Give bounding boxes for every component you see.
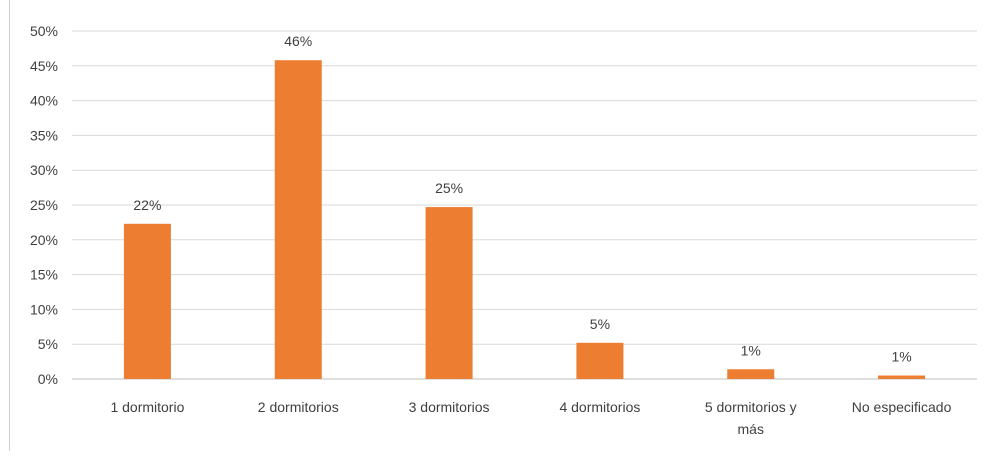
gridlines (72, 30, 977, 380)
bars (123, 60, 926, 380)
y-tick-label: 45% (30, 58, 58, 74)
y-tick-label: 20% (30, 232, 58, 248)
category-label: 3 dormitorios (409, 399, 490, 415)
bar (878, 375, 926, 379)
data-label: 5% (590, 316, 610, 332)
y-tick-label: 0% (38, 371, 58, 387)
y-tick-label: 10% (30, 301, 58, 317)
y-tick-label: 5% (38, 336, 58, 352)
category-label: más (738, 421, 764, 437)
data-label: 1% (891, 349, 911, 365)
data-label: 22% (133, 197, 161, 213)
x-axis-category-labels: 1 dormitorio 2 dormitorios 3 dormitorios 4 … (110, 399, 951, 437)
data-label: 1% (741, 342, 761, 358)
bar (425, 207, 473, 379)
left-frame-border (9, 0, 10, 451)
bar (123, 223, 171, 379)
y-tick-label: 25% (30, 197, 58, 213)
bar (727, 369, 775, 379)
y-axis-tick-labels: 0% 5% 10% 15% 20% 25% 30% 35% 40% 45% 50% (30, 23, 58, 387)
y-tick-label: 40% (30, 93, 58, 109)
bar (576, 342, 624, 379)
y-tick-label: 50% (30, 23, 58, 39)
data-labels: 22% 46% 25% 5% 1% 1% (133, 33, 911, 364)
category-label: 4 dormitorios (559, 399, 640, 415)
y-tick-label: 15% (30, 267, 58, 283)
data-label: 25% (435, 180, 463, 196)
category-label: 5 dormitorios y (705, 399, 797, 415)
y-tick-label: 35% (30, 127, 58, 143)
category-label: 2 dormitorios (258, 399, 339, 415)
data-label: 46% (284, 33, 312, 49)
category-label: 1 dormitorio (110, 399, 184, 415)
bar (274, 60, 322, 380)
y-tick-label: 30% (30, 162, 58, 178)
category-label: No especificado (852, 399, 952, 415)
